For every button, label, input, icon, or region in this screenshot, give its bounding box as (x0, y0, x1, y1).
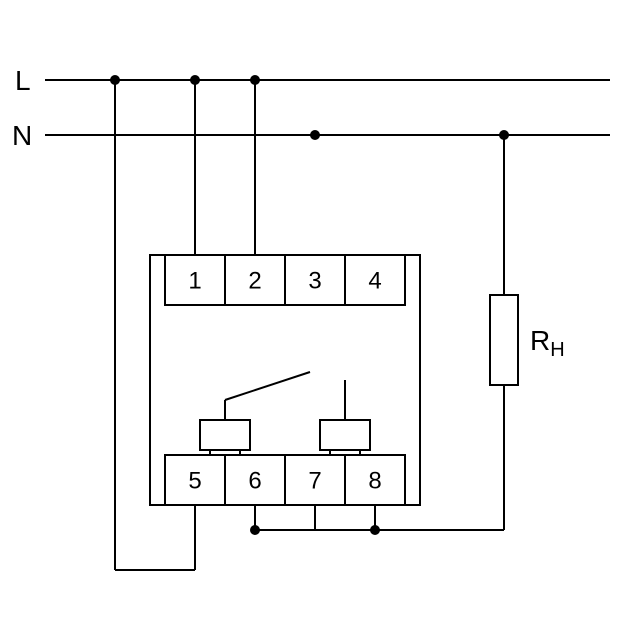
junction-node (190, 75, 200, 85)
junction-node (370, 525, 380, 535)
junction-node (110, 75, 120, 85)
terminal-1-label: 1 (188, 267, 201, 294)
rail-n-label: N (12, 120, 32, 151)
terminal-3-label: 3 (308, 267, 321, 294)
terminal-5-label: 5 (188, 467, 201, 494)
terminal-2-label: 2 (248, 267, 261, 294)
terminal-8-label: 8 (368, 467, 381, 494)
load-resistor (490, 295, 518, 385)
junction-node (250, 525, 260, 535)
rail-l-label: L (15, 65, 31, 96)
sensor-block-left (200, 420, 250, 450)
terminal-4-label: 4 (368, 267, 381, 294)
junction-node (310, 130, 320, 140)
terminal-7-label: 7 (308, 467, 321, 494)
junction-node (499, 130, 509, 140)
terminal-6-label: 6 (248, 467, 261, 494)
junction-node (250, 75, 260, 85)
sensor-block-right (320, 420, 370, 450)
